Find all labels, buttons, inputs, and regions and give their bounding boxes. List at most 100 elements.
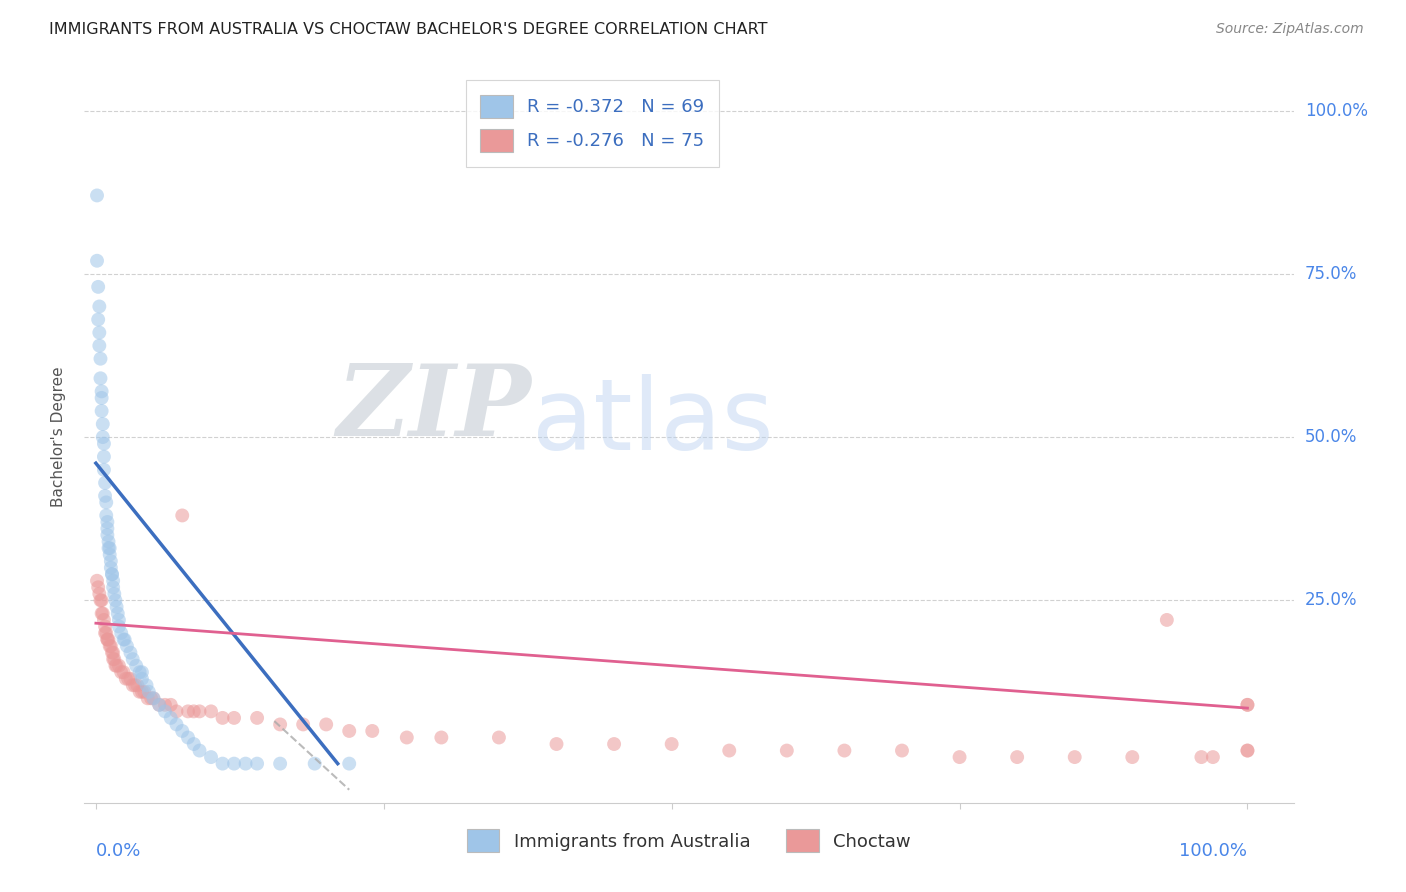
Point	[1063, 750, 1085, 764]
Point	[124, 678, 146, 692]
Point	[131, 672, 153, 686]
Point	[89, 593, 111, 607]
Point	[222, 711, 245, 725]
Point	[101, 646, 124, 660]
Point	[112, 632, 135, 647]
Point	[1005, 750, 1028, 764]
Point	[430, 731, 453, 745]
Point	[315, 717, 337, 731]
Point	[121, 652, 143, 666]
Point	[103, 587, 125, 601]
Point	[90, 593, 112, 607]
Point	[89, 326, 111, 340]
Point	[104, 658, 127, 673]
Point	[114, 632, 136, 647]
Point	[108, 658, 131, 673]
Point	[90, 607, 112, 621]
Point	[891, 743, 914, 757]
Point	[96, 495, 118, 509]
Point	[183, 705, 205, 719]
Point	[177, 731, 200, 745]
Point	[101, 646, 124, 660]
Point	[1236, 743, 1258, 757]
Point	[1236, 698, 1258, 712]
Y-axis label: Bachelor's Degree: Bachelor's Degree	[51, 367, 66, 508]
Text: 50.0%: 50.0%	[1305, 428, 1357, 446]
Point	[94, 619, 117, 633]
Point	[98, 541, 121, 555]
Point	[97, 632, 120, 647]
Point	[337, 756, 360, 771]
Point	[159, 698, 181, 712]
Point	[1236, 698, 1258, 712]
Point	[153, 705, 176, 719]
Point	[89, 371, 111, 385]
Point	[1156, 613, 1178, 627]
Text: ZIP: ZIP	[337, 359, 531, 456]
Point	[135, 678, 157, 692]
Point	[101, 567, 124, 582]
Point	[86, 574, 108, 588]
Point	[834, 743, 856, 757]
Point	[188, 743, 211, 757]
Point	[603, 737, 626, 751]
Point	[246, 756, 269, 771]
Point	[134, 685, 156, 699]
Point	[128, 665, 150, 680]
Point	[96, 528, 118, 542]
Point	[94, 626, 117, 640]
Point	[90, 404, 112, 418]
Point	[138, 685, 160, 699]
Point	[166, 717, 188, 731]
Point	[90, 391, 112, 405]
Point	[87, 580, 110, 594]
Point	[211, 711, 233, 725]
Point	[98, 548, 121, 562]
Point	[108, 619, 131, 633]
Point	[89, 587, 111, 601]
Point	[90, 384, 112, 399]
Point	[96, 508, 118, 523]
Point	[107, 607, 129, 621]
Point	[718, 743, 741, 757]
Point	[136, 691, 159, 706]
Point	[235, 756, 257, 771]
Point	[94, 475, 117, 490]
Point	[125, 658, 148, 673]
Point	[101, 567, 124, 582]
Point	[188, 705, 211, 719]
Text: IMMIGRANTS FROM AUSTRALIA VS CHOCTAW BACHELOR'S DEGREE CORRELATION CHART: IMMIGRANTS FROM AUSTRALIA VS CHOCTAW BAC…	[49, 22, 768, 37]
Point	[292, 717, 315, 731]
Point	[96, 521, 118, 535]
Point	[948, 750, 970, 764]
Point	[89, 300, 111, 314]
Point	[117, 672, 139, 686]
Point	[115, 639, 138, 653]
Point	[148, 698, 170, 712]
Point	[246, 711, 269, 725]
Point	[337, 723, 360, 738]
Point	[87, 280, 110, 294]
Point	[488, 731, 510, 745]
Point	[142, 691, 165, 706]
Point	[120, 672, 142, 686]
Point	[121, 678, 143, 692]
Point	[200, 705, 222, 719]
Point	[361, 723, 384, 738]
Point	[110, 665, 132, 680]
Point	[108, 613, 131, 627]
Point	[112, 665, 135, 680]
Point	[1202, 750, 1225, 764]
Point	[159, 711, 181, 725]
Text: 100.0%: 100.0%	[1305, 102, 1368, 120]
Point	[1189, 750, 1212, 764]
Legend: Immigrants from Australia, Choctaw: Immigrants from Australia, Choctaw	[453, 814, 925, 867]
Point	[87, 312, 110, 326]
Point	[96, 632, 118, 647]
Point	[114, 672, 136, 686]
Point	[222, 756, 245, 771]
Text: 25.0%: 25.0%	[1305, 591, 1357, 609]
Point	[142, 691, 165, 706]
Point	[93, 450, 115, 464]
Point	[86, 188, 108, 202]
